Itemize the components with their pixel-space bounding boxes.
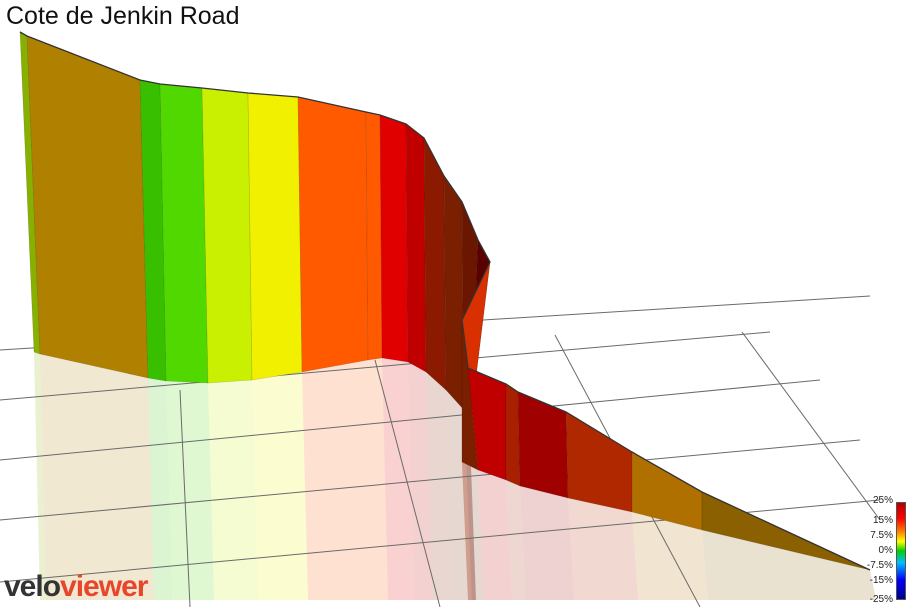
reflection-segment	[462, 462, 484, 600]
profile-reflection	[34, 352, 876, 600]
reflection-segment	[632, 512, 708, 600]
grid-line	[0, 331, 771, 401]
reflection-segment	[426, 372, 452, 600]
gradient-segment	[26, 35, 149, 379]
gradient-segment	[365, 111, 383, 361]
grid-line	[741, 331, 881, 521]
chart-title: Cote de Jenkin Road	[6, 2, 240, 30]
scale-label: 25%	[872, 495, 893, 506]
scale-label: 0%	[878, 545, 893, 556]
gradient-segment	[517, 391, 569, 499]
scale-label: -7.5%	[866, 560, 893, 571]
gradient-segment	[379, 114, 409, 363]
logo-part-viewer: viewer	[60, 570, 148, 603]
gradient-segment	[247, 92, 303, 381]
scale-label: -25%	[869, 594, 893, 605]
grid-line	[374, 359, 441, 607]
reflection-segment	[568, 498, 638, 600]
reflection-segment	[34, 352, 46, 600]
gradient-segment	[423, 137, 447, 391]
gradient-segment	[443, 175, 465, 411]
gradient-segment	[565, 411, 633, 513]
reflection-segment	[520, 486, 574, 600]
profile-top-line	[19, 31, 871, 571]
reflection-segment	[166, 381, 214, 600]
reflection-segment	[478, 470, 512, 600]
reflection-segment	[462, 458, 472, 600]
reflection-segment	[252, 372, 308, 600]
logo-part-velo: velo	[4, 570, 61, 603]
reflection-segment	[466, 440, 476, 600]
gradient-color-scale	[896, 502, 906, 600]
scale-label: 15%	[872, 515, 893, 526]
reflection-segment	[302, 360, 374, 600]
grid-line	[0, 379, 821, 461]
gradient-segment	[297, 96, 369, 373]
veloviewer-logo[interactable]: veloviewer	[4, 570, 148, 604]
reflection-segment	[506, 480, 526, 600]
reflection-segment	[702, 530, 876, 600]
reflection-segment	[208, 380, 258, 600]
grid-line	[0, 439, 861, 521]
reflection-segment	[368, 358, 388, 600]
gradient-segment	[201, 87, 253, 384]
scale-label: 7.5%	[870, 530, 893, 541]
gradient-wall	[19, 31, 871, 571]
ground-grid	[0, 295, 881, 607]
reflection-segment	[40, 354, 154, 600]
gradient-segment	[405, 123, 427, 373]
reflection-segment	[148, 378, 172, 600]
grid-line	[179, 389, 191, 607]
scale-label: -15%	[869, 575, 893, 586]
gradient-segment	[159, 83, 209, 384]
